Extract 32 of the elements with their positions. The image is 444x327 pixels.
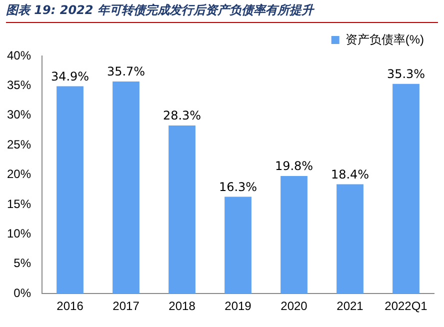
bar (56, 86, 84, 294)
y-tick-label: 30% (6, 108, 32, 122)
legend-label: 资产负债率(%) (345, 32, 424, 46)
text: 28.3% (162, 108, 202, 123)
y-tick-label: 40% (6, 48, 32, 62)
text: 19.8% (274, 159, 314, 174)
y-tick-label: 5% (14, 256, 32, 270)
bar (280, 176, 308, 294)
x-tick-label: 2019 (224, 299, 252, 314)
y-tick-label: 25% (6, 137, 32, 152)
bar (392, 84, 420, 294)
text: 18.4% (330, 167, 370, 182)
y-tick-label: 10% (6, 226, 32, 241)
y-tick-label: 15% (6, 196, 32, 211)
x-tick-label: 2022Q1 (384, 299, 428, 314)
x-tick-label: 2020 (280, 299, 308, 314)
y-tick-label: 20% (6, 167, 32, 182)
text: 35.7% (106, 64, 146, 79)
x-tick-label: 2018 (168, 299, 196, 314)
chart-title: 图表 19: 2022 年可转债完成发行后资产负债率有所提升 (6, 2, 438, 23)
bar (168, 126, 196, 294)
x-tick-label: 2021 (336, 299, 364, 314)
text: 34.9% (50, 69, 90, 84)
y-tick-label: 35% (6, 78, 32, 92)
bar (336, 184, 364, 294)
y-tick-label: 0% (14, 286, 32, 300)
bar (224, 196, 252, 294)
x-tick-label: 2016 (56, 299, 84, 314)
text: 16.3% (218, 180, 258, 194)
text: 35.3% (386, 67, 426, 82)
x-tick-label: 2017 (112, 299, 140, 314)
bar (112, 82, 140, 294)
